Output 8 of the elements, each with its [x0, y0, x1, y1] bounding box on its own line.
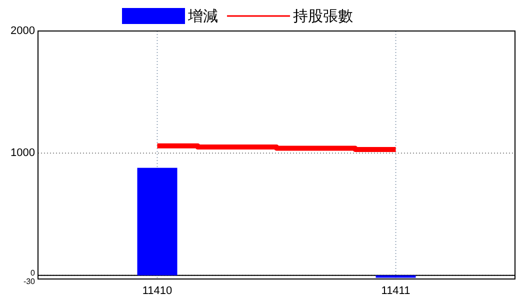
x-tick-label: 11411 [381, 285, 410, 297]
y-tick-label: 2000 [10, 25, 35, 37]
x-tick-label: 11410 [142, 285, 172, 297]
y-tick-label: 0 [30, 268, 36, 278]
y-tick-label: -30 [23, 277, 36, 286]
legend-label: 持股張數 [293, 8, 353, 25]
legend-label: 增減 [187, 8, 218, 25]
y-tick-label: 1000 [10, 147, 35, 160]
